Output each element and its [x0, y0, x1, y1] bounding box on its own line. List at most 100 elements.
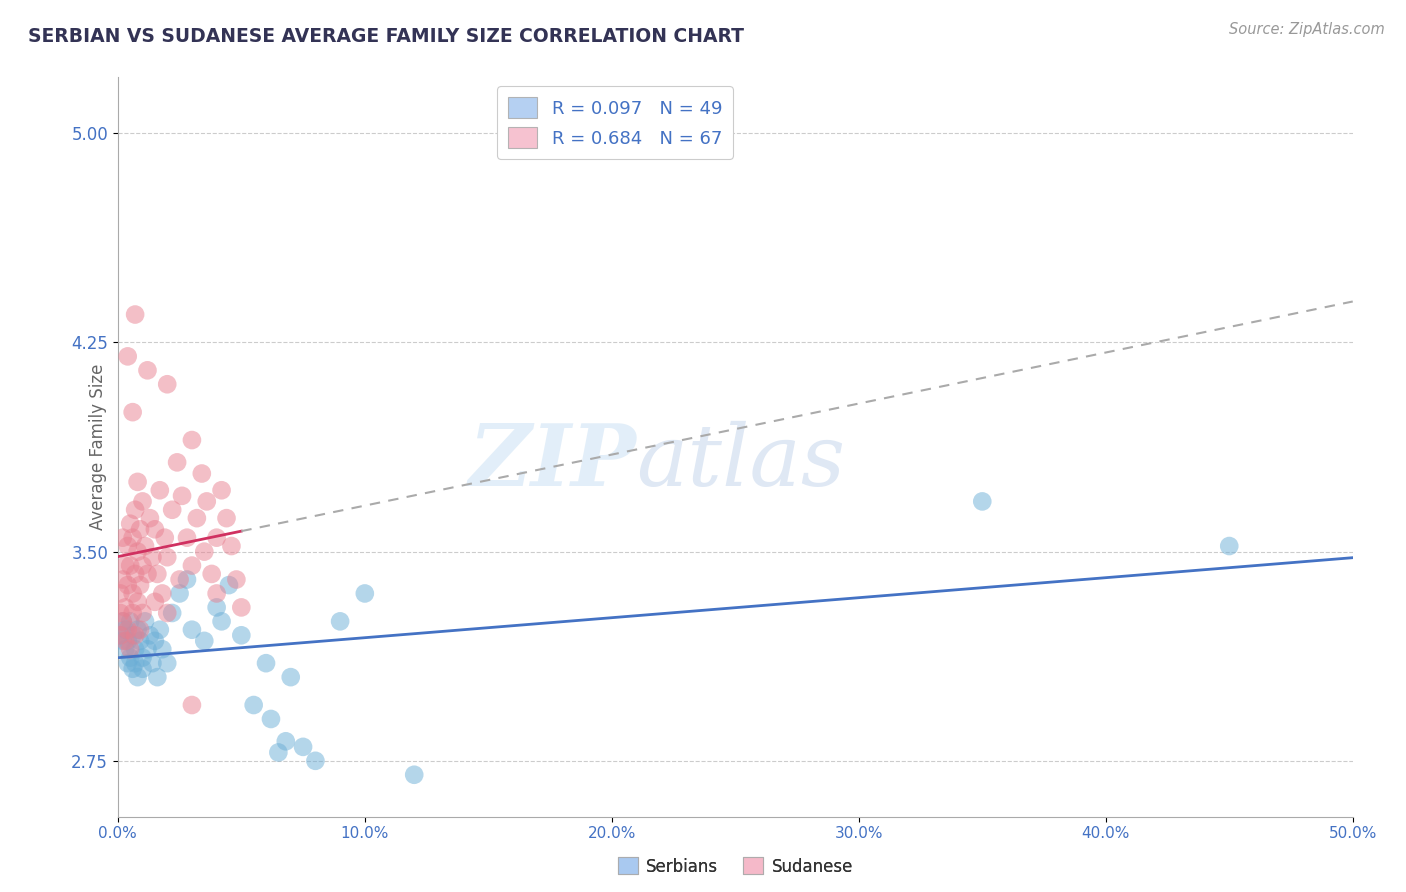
Point — [120, 615, 142, 629]
Point — [127, 623, 149, 637]
Point — [274, 734, 297, 748]
Point — [149, 623, 172, 637]
Point — [193, 633, 215, 648]
Point — [129, 578, 152, 592]
Point — [156, 377, 179, 392]
Point — [121, 405, 143, 419]
Point — [329, 615, 352, 629]
Point — [191, 467, 214, 481]
Point — [127, 670, 149, 684]
Point — [110, 628, 132, 642]
Point — [141, 656, 163, 670]
Point — [404, 768, 426, 782]
Point — [181, 433, 204, 447]
Point — [205, 531, 228, 545]
Point — [181, 558, 204, 573]
Point — [114, 642, 136, 657]
Point — [124, 502, 146, 516]
Point — [221, 539, 243, 553]
Point — [149, 483, 172, 498]
Point — [131, 494, 153, 508]
Text: ZIP: ZIP — [468, 420, 637, 504]
Point — [254, 656, 277, 670]
Point — [260, 712, 283, 726]
Point — [176, 531, 198, 545]
Point — [117, 539, 139, 553]
Point — [156, 550, 179, 565]
Point — [195, 494, 218, 508]
Point — [120, 558, 142, 573]
Point — [211, 615, 233, 629]
Point — [143, 595, 166, 609]
Point — [169, 573, 191, 587]
Point — [110, 606, 132, 620]
Point — [121, 606, 143, 620]
Point — [124, 642, 146, 657]
Point — [124, 628, 146, 642]
Point — [280, 670, 302, 684]
Point — [131, 558, 153, 573]
Point — [127, 475, 149, 489]
Point — [110, 586, 132, 600]
Point — [127, 595, 149, 609]
Point — [181, 623, 204, 637]
Point — [136, 566, 159, 581]
Point — [139, 511, 162, 525]
Point — [146, 566, 169, 581]
Point — [121, 586, 143, 600]
Legend: Serbians, Sudanese: Serbians, Sudanese — [612, 851, 859, 882]
Point — [242, 698, 264, 712]
Point — [111, 633, 134, 648]
Y-axis label: Average Family Size: Average Family Size — [89, 364, 107, 530]
Point — [218, 578, 240, 592]
Point — [124, 566, 146, 581]
Point — [134, 539, 156, 553]
Point — [143, 522, 166, 536]
Point — [160, 502, 183, 516]
Point — [131, 650, 153, 665]
Point — [215, 511, 238, 525]
Point — [111, 573, 134, 587]
Point — [114, 558, 136, 573]
Text: Source: ZipAtlas.com: Source: ZipAtlas.com — [1229, 22, 1385, 37]
Point — [117, 623, 139, 637]
Point — [972, 494, 994, 508]
Text: SERBIAN VS SUDANESE AVERAGE FAMILY SIZE CORRELATION CHART: SERBIAN VS SUDANESE AVERAGE FAMILY SIZE … — [28, 27, 744, 45]
Point — [110, 628, 132, 642]
Point — [292, 739, 315, 754]
Point — [114, 623, 136, 637]
Point — [225, 573, 247, 587]
Point — [146, 670, 169, 684]
Point — [201, 566, 224, 581]
Point — [231, 600, 253, 615]
Point — [205, 600, 228, 615]
Point — [120, 650, 142, 665]
Point — [267, 746, 290, 760]
Point — [111, 615, 134, 629]
Point — [143, 633, 166, 648]
Point — [131, 606, 153, 620]
Point — [205, 586, 228, 600]
Point — [129, 633, 152, 648]
Point — [156, 656, 179, 670]
Point — [353, 586, 375, 600]
Point — [304, 754, 326, 768]
Point — [211, 483, 233, 498]
Point — [114, 600, 136, 615]
Point — [139, 628, 162, 642]
Point — [114, 633, 136, 648]
Point — [169, 586, 191, 600]
Point — [231, 628, 253, 642]
Point — [1218, 539, 1240, 553]
Point — [117, 633, 139, 648]
Point — [117, 578, 139, 592]
Point — [129, 522, 152, 536]
Point — [111, 531, 134, 545]
Point — [121, 662, 143, 676]
Point — [156, 606, 179, 620]
Point — [141, 550, 163, 565]
Point — [193, 544, 215, 558]
Point — [121, 628, 143, 642]
Point — [136, 363, 159, 377]
Point — [153, 531, 176, 545]
